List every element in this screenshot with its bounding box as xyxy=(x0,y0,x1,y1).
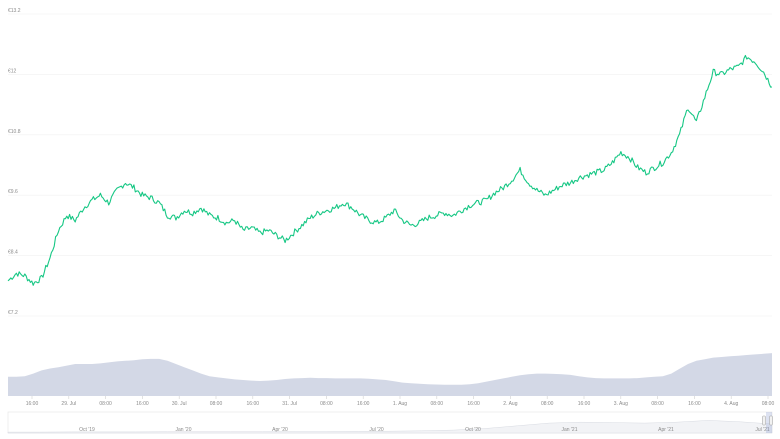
navigator[interactable]: Oct '19 Jan '20 Apr '20 Jul '20 Oct '20 Jan '… xyxy=(7,411,773,434)
volume-series xyxy=(8,353,772,396)
x-tick-label: 4. Aug xyxy=(724,401,738,407)
y-tick-label: €8.4 xyxy=(8,250,18,256)
y-tick-label: €9.6 xyxy=(8,189,18,195)
volume-area xyxy=(8,353,772,396)
x-tick-label: 16:00 xyxy=(136,401,149,407)
x-tick-label: 08:00 xyxy=(651,401,664,407)
x-tick-label: 31. Jul xyxy=(282,401,297,407)
x-tick-label: 08:00 xyxy=(541,401,554,407)
x-tick-label: 08:00 xyxy=(431,401,444,407)
x-tick-label: 16:00 xyxy=(357,401,370,407)
navigator-tick-label: Apr '20 xyxy=(272,427,288,433)
navigator-tick-label: Jan '20 xyxy=(176,427,192,433)
navigator-left-handle[interactable] xyxy=(762,415,766,426)
price-series xyxy=(7,54,773,286)
navigator-tick-label: Oct '20 xyxy=(465,427,481,433)
navigator-tick-label: Jul '21 xyxy=(755,427,770,433)
price-line xyxy=(7,54,773,286)
x-tick-label: 08:00 xyxy=(320,401,333,407)
x-tick-label: 2. Aug xyxy=(503,401,517,407)
x-tick-label: 16:00 xyxy=(247,401,260,407)
navigator-series xyxy=(7,420,773,434)
x-tick-label: 08:00 xyxy=(762,401,775,407)
gridlines xyxy=(8,13,772,317)
navigator-selection[interactable] xyxy=(766,412,772,433)
x-tick-label: 16:00 xyxy=(688,401,701,407)
y-tick-label: €10.8 xyxy=(8,129,21,135)
x-tick-label: 30. Jul xyxy=(172,401,187,407)
x-tick-label: 08:00 xyxy=(99,401,112,407)
navigator-tick-label: Oct '19 xyxy=(79,427,95,433)
x-tick-label: 08:00 xyxy=(210,401,223,407)
x-tick-label: 16:00 xyxy=(578,401,591,407)
navigator-tick-label: Jan '21 xyxy=(562,427,578,433)
navigator-right-handle[interactable] xyxy=(769,415,773,426)
y-tick-label: €12 xyxy=(8,68,17,74)
x-tick-label: 29. Jul xyxy=(61,401,76,407)
y-tick-label: €7.2 xyxy=(8,310,18,316)
x-tick-label: 1. Aug xyxy=(393,401,407,407)
x-axis: 16:00 29. Jul 08:00 16:00 30. Jul 08:00 16:00 3… xyxy=(26,396,775,407)
x-tick-label: 16:00 xyxy=(26,401,39,407)
x-tick-label: 3. Aug xyxy=(614,401,628,407)
navigator-tick-label: Apr '21 xyxy=(658,427,674,433)
navigator-tick-label: Jul '20 xyxy=(369,427,384,433)
x-tick-label: 16:00 xyxy=(467,401,480,407)
y-axis: €13.2 €12 €10.8 €9.6 €8.4 €7.2 xyxy=(8,8,21,316)
y-tick-label: €13.2 xyxy=(8,8,21,14)
